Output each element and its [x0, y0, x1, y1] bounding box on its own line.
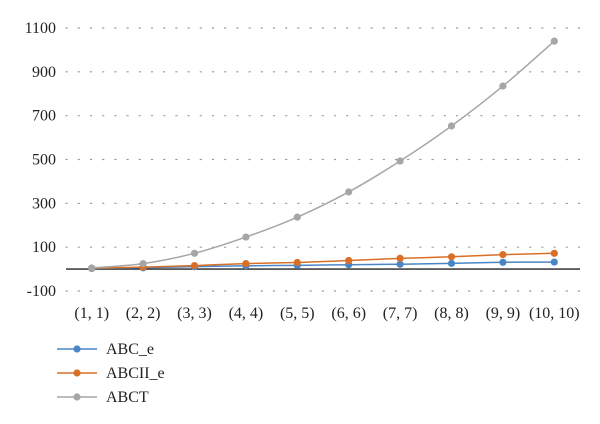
data-point — [499, 258, 507, 266]
x-tick-label: (5, 5) — [280, 305, 315, 322]
data-point — [447, 253, 456, 261]
x-tick-label: (8, 8) — [434, 305, 469, 322]
data-point — [293, 213, 301, 221]
x-tick-label: (7, 7) — [383, 305, 418, 322]
legend: ABC_e ABCII_e ABCT — [57, 341, 165, 406]
legend-item-abc-e: ABC_e — [57, 341, 154, 358]
y-tick-label: 700 — [32, 108, 56, 125]
data-point — [550, 249, 558, 257]
legend-label: ABCII_e — [106, 365, 165, 382]
series-lines — [88, 37, 558, 273]
data-point — [499, 251, 507, 259]
data-point — [345, 188, 353, 196]
x-tick-label: (9, 9) — [486, 305, 521, 322]
y-tick-label: 500 — [32, 152, 56, 169]
data-point — [242, 260, 250, 268]
data-point — [447, 122, 456, 130]
data-point — [139, 260, 147, 268]
x-tick-label: (2, 2) — [126, 305, 161, 322]
y-tick-label: 300 — [32, 195, 56, 212]
data-point — [293, 258, 301, 267]
data-point — [550, 258, 558, 266]
legend-label: ABCT — [106, 389, 149, 406]
data-point — [396, 254, 404, 262]
x-tick-label: (1, 1) — [74, 305, 109, 322]
data-point — [499, 82, 507, 90]
y-axis-tick-labels: -100 100 300 500 700 900 1100 — [25, 20, 56, 300]
legend-marker — [73, 393, 81, 401]
data-point — [242, 233, 250, 241]
y-tick-label: 100 — [32, 239, 56, 256]
legend-marker — [73, 369, 81, 377]
data-point — [396, 157, 404, 165]
legend-label: ABC_e — [106, 341, 154, 358]
data-point — [345, 256, 353, 265]
data-point — [190, 261, 199, 270]
legend-item-abct: ABCT — [57, 389, 149, 406]
series-line — [91, 252, 555, 269]
data-point — [447, 259, 456, 267]
x-tick-label: (10, 10) — [529, 305, 580, 322]
legend-item-abcii-e: ABCII_e — [57, 365, 165, 382]
gridlines — [65, 27, 581, 292]
data-point — [550, 37, 558, 45]
x-axis-tick-labels: (1, 1) (2, 2) (3, 3) (4, 4) (5, 5) (6, 6) (7, … — [74, 305, 579, 322]
y-tick-label: -100 — [27, 283, 56, 300]
series-line — [91, 40, 555, 269]
y-tick-label: 1100 — [25, 20, 56, 37]
legend-marker — [73, 345, 81, 353]
x-tick-label: (3, 3) — [177, 305, 212, 322]
series-line — [91, 261, 555, 270]
x-tick-label: (6, 6) — [331, 305, 366, 322]
y-tick-label: 900 — [32, 64, 56, 81]
x-tick-label: (4, 4) — [229, 305, 264, 322]
data-point — [190, 249, 199, 257]
data-point — [396, 260, 404, 268]
series-abct — [88, 37, 558, 272]
data-point — [88, 264, 96, 272]
